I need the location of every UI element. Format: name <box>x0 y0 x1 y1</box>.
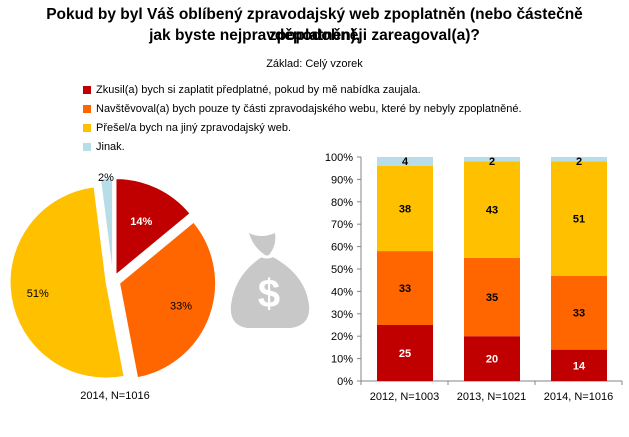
y-tick-label: 10% <box>331 354 353 366</box>
pie-slice <box>119 221 217 379</box>
legend-label: Přešel/a bych na jiný zpravodajský web. <box>96 121 292 134</box>
bar-segment <box>377 157 433 166</box>
legend-swatch <box>83 123 91 132</box>
pie-slice <box>115 178 191 276</box>
y-tick-label: 0% <box>337 376 353 388</box>
pie-caption: 2014, N=1016 <box>80 390 149 402</box>
y-tick-label: 50% <box>331 264 353 276</box>
y-tick-label: 70% <box>331 219 353 231</box>
bar-segment <box>464 161 520 258</box>
legend-swatch <box>83 104 91 113</box>
y-tick-label: 40% <box>331 286 353 298</box>
pie-slice <box>9 186 125 379</box>
bar-data-label: 20 <box>486 354 498 366</box>
bar-data-label: 4 <box>402 156 409 168</box>
pie-slice <box>99 177 114 275</box>
y-tick-label: 20% <box>331 331 353 343</box>
chart-subtitle: Základ: Celý vzorek <box>266 58 363 70</box>
legend-swatch <box>83 85 91 94</box>
bar-segment <box>551 161 607 276</box>
bar-data-label: 38 <box>399 204 411 216</box>
legend: Zkusil(a) bych si zaplatit předplatné, p… <box>83 80 522 156</box>
pie-data-label: 33% <box>170 300 192 312</box>
bar-data-label: 25 <box>399 348 411 360</box>
legend-label: Zkusil(a) bych si zaplatit předplatné, p… <box>96 83 421 96</box>
pie-data-label: 14% <box>130 216 152 228</box>
bar-data-label: 2 <box>489 156 495 168</box>
svg-text:$: $ <box>258 272 280 316</box>
bar-data-label: 33 <box>399 283 411 295</box>
y-tick-label: 60% <box>331 242 353 254</box>
legend-label: Jinak. <box>96 140 125 153</box>
bar-segment <box>551 349 607 381</box>
x-category-label: 2012, N=1003 <box>370 391 439 403</box>
y-tick-label: 30% <box>331 309 353 321</box>
chart-title-line-2: jak byste nejpravděpodobněji zareagoval(… <box>149 27 480 44</box>
bar-data-label: 2 <box>576 156 582 168</box>
bar-data-label: 51 <box>573 214 585 226</box>
stacked-bar-chart: 0% 10% 20% 30% 40% 50% 60% 70% 80% 90% 100% 25 33 38 4… <box>325 152 623 403</box>
legend-label: Navštěvoval(a) bych pouze ty části zprav… <box>96 102 522 115</box>
pie-chart: 14% 33% 51% 2% <box>9 172 217 379</box>
bar-data-label: 33 <box>573 308 585 320</box>
bar-segment <box>377 325 433 381</box>
pie-data-label: 51% <box>27 288 49 300</box>
bar-data-label: 35 <box>486 292 498 304</box>
bar-segment <box>464 157 520 162</box>
legend-item-other-web: Přešel/a bych na jiný zpravodajský web. <box>83 118 522 137</box>
x-category-label: 2013, N=1021 <box>457 391 526 403</box>
bar-segment <box>551 157 607 162</box>
x-category-label: 2014, N=1016 <box>544 391 613 403</box>
y-tick-label: 100% <box>325 152 353 164</box>
money-bag-icon: $ <box>230 233 310 328</box>
legend-item-free-parts: Navštěvoval(a) bych pouze ty části zprav… <box>83 99 522 118</box>
bar-segment <box>464 336 520 381</box>
pie-data-label: 2% <box>98 172 114 184</box>
legend-swatch <box>83 142 91 151</box>
bar-segment <box>551 275 607 350</box>
legend-item-subscribe: Zkusil(a) bych si zaplatit předplatné, p… <box>83 80 522 99</box>
chart-title-line-1: Pokud by byl Váš oblíbený zpravodajský w… <box>46 6 583 44</box>
y-tick-label: 90% <box>331 174 353 186</box>
bar-data-label: 14 <box>573 360 586 372</box>
legend-item-other: Jinak. <box>83 137 522 156</box>
bar-segment <box>377 165 433 252</box>
bar-segment <box>464 257 520 337</box>
y-tick-label: 80% <box>331 197 353 209</box>
bar-data-label: 43 <box>486 205 498 217</box>
bar-segment <box>377 251 433 325</box>
